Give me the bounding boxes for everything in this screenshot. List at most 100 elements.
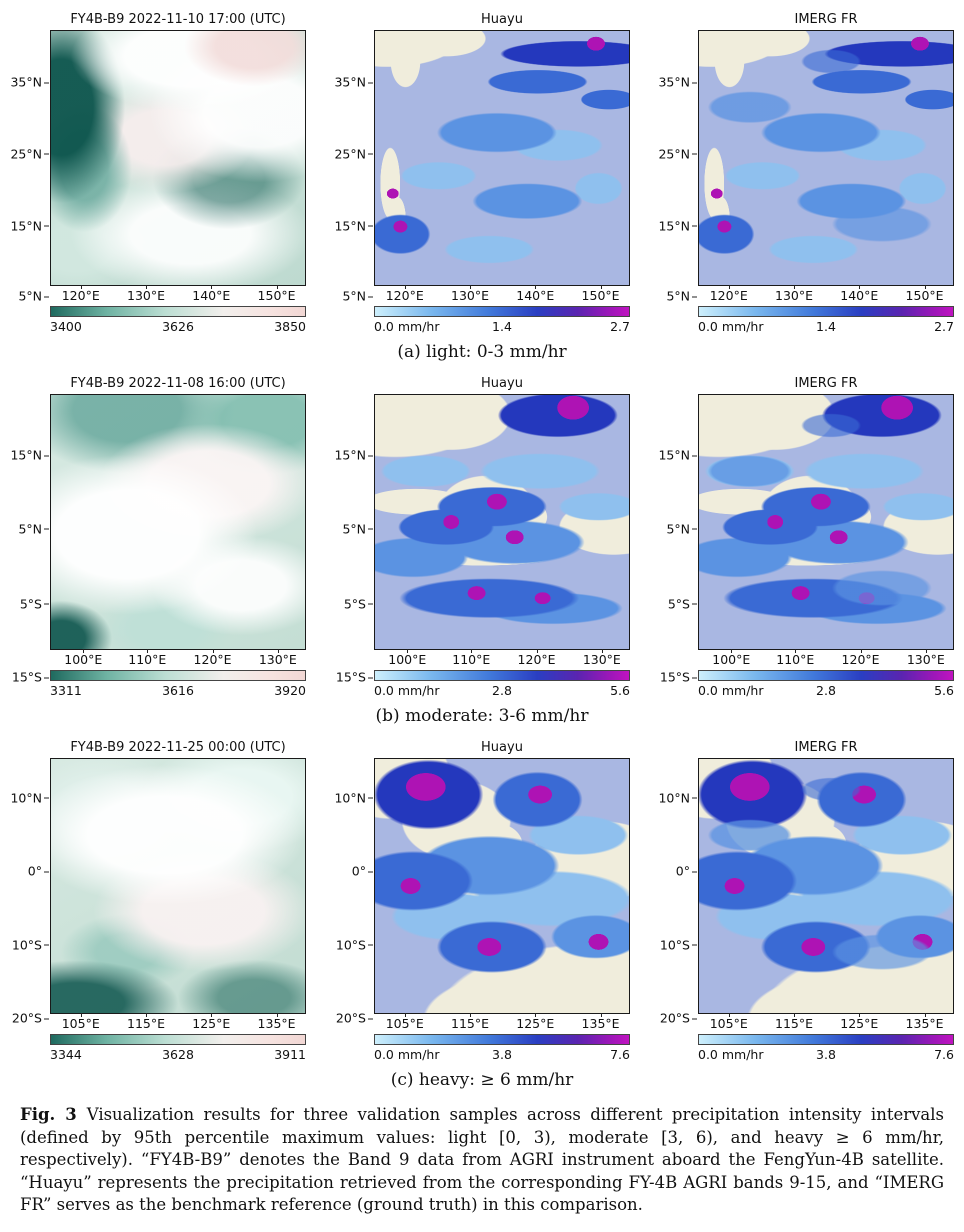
lat-tick: 15°N xyxy=(10,218,49,234)
lat-tick: 15°S xyxy=(659,669,698,685)
lat-axis: 10°N 0° 10°S 20°S xyxy=(334,758,374,1064)
panel-title: IMERG FR xyxy=(794,12,858,27)
panel-title: FY4B-B9 2022-11-25 00:00 (UTC) xyxy=(70,740,286,755)
colorbar-precip xyxy=(374,670,630,681)
panel-title: FY4B-B9 2022-11-08 16:00 (UTC) xyxy=(70,376,286,391)
lat-tick: 35°N xyxy=(658,74,697,90)
lat-tick: 5°N xyxy=(666,521,697,537)
lon-axis: 120°E 130°E 140°E 150°E xyxy=(374,285,630,303)
cbar-label: 3920 xyxy=(274,683,306,698)
cbar-label: 3400 xyxy=(50,319,82,334)
panel-b-imerg: IMERG FR 15°N 5°N 5°S 15°S 100°E 110°E 1… xyxy=(658,372,954,700)
lon-tick: 120°E xyxy=(517,649,556,667)
colorbar-labels: 0.0 mm/hr 2.8 5.6 xyxy=(698,683,954,700)
row-a-caption: (a) light: 0-3 mm/hr xyxy=(397,342,567,362)
lat-tick: 0° xyxy=(675,863,698,879)
figure-caption-label: Fig. 3 xyxy=(20,1105,77,1124)
lat-axis: 10°N 0° 10°S 20°S xyxy=(10,758,50,1064)
lat-axis: 35°N 25°N 15°N 5°N xyxy=(334,30,374,336)
lon-tick: 115°E xyxy=(774,1013,814,1031)
lon-axis: 100°E 110°E 120°E 130°E xyxy=(698,649,954,667)
lat-tick: 15°S xyxy=(11,669,50,685)
cbar-label: 3626 xyxy=(162,319,194,334)
colorbar-precip xyxy=(698,670,954,681)
lon-tick: 125°E xyxy=(192,1013,231,1031)
lon-tick: 135°E xyxy=(257,1013,296,1031)
lat-axis: 15°N 5°N 5°S 15°S xyxy=(658,394,698,700)
cbar-label: 1.4 xyxy=(492,319,512,334)
cbar-label: 7.6 xyxy=(610,1047,630,1062)
lat-axis: 10°N 0° 10°S 20°S xyxy=(658,758,698,1064)
colorbar-satellite xyxy=(50,670,306,681)
lat-tick: 10°N xyxy=(334,790,373,806)
lat-axis: 15°N 5°N 5°S 15°S xyxy=(334,394,374,700)
lat-tick: 15°N xyxy=(10,447,49,463)
panel-a-imerg: IMERG FR 35°N 25°N 15°N 5°N 120°E 130°E … xyxy=(658,8,954,336)
map-huayu-a xyxy=(374,30,630,286)
cbar-label: 3.8 xyxy=(492,1047,512,1062)
map-satellite-c xyxy=(50,758,306,1014)
lat-axis: 15°N 5°N 5°S 15°S xyxy=(10,394,50,700)
lon-tick: 100°E xyxy=(388,649,427,667)
lon-tick: 105°E xyxy=(385,1013,424,1031)
cbar-label: 1.4 xyxy=(816,319,836,334)
lon-tick: 120°E xyxy=(61,285,100,303)
lon-tick: 120°E xyxy=(841,649,880,667)
lat-axis: 35°N 25°N 15°N 5°N xyxy=(10,30,50,336)
lon-tick: 140°E xyxy=(840,285,879,303)
lon-tick: 110°E xyxy=(128,649,167,667)
lat-tick: 5°N xyxy=(342,521,373,537)
colorbar-labels: 0.0 mm/hr 1.4 2.7 xyxy=(698,319,954,336)
panel-title: Huayu xyxy=(481,12,523,27)
panel-b-huayu: Huayu 15°N 5°N 5°S 15°S 100°E 110°E 120°… xyxy=(334,372,630,700)
colorbar-precip xyxy=(374,306,630,317)
lat-tick: 20°S xyxy=(335,1010,374,1026)
lat-tick: 5°N xyxy=(666,288,697,304)
lat-tick: 25°N xyxy=(334,146,373,162)
panel-c-satellite: FY4B-B9 2022-11-25 00:00 (UTC) 10°N 0° 1… xyxy=(10,736,306,1064)
lat-tick: 35°N xyxy=(334,74,373,90)
colorbar-precip xyxy=(374,1034,630,1045)
lon-tick: 100°E xyxy=(64,649,103,667)
row-b: FY4B-B9 2022-11-08 16:00 (UTC) 15°N 5°N … xyxy=(8,372,956,700)
map-imerg-c xyxy=(698,758,954,1014)
lon-tick: 130°E xyxy=(258,649,297,667)
lon-axis: 105°E 115°E 125°E 135°E xyxy=(698,1013,954,1031)
cbar-label: 0.0 mm/hr xyxy=(374,1047,440,1062)
lat-tick: 5°N xyxy=(18,288,49,304)
cbar-label: 3616 xyxy=(162,683,194,698)
panel-c-imerg: IMERG FR 10°N 0° 10°S 20°S 105°E 115°E 1… xyxy=(658,736,954,1064)
cbar-label: 3850 xyxy=(274,319,306,334)
cbar-label: 0.0 mm/hr xyxy=(374,683,440,698)
colorbar-labels: 0.0 mm/hr 3.8 7.6 xyxy=(698,1047,954,1064)
lon-tick: 150°E xyxy=(905,285,944,303)
lon-tick: 115°E xyxy=(126,1013,166,1031)
panel-a-huayu: Huayu 35°N 25°N 15°N 5°N 120°E 130°E 140… xyxy=(334,8,630,336)
lat-tick: 5°N xyxy=(18,521,49,537)
lon-tick: 105°E xyxy=(61,1013,100,1031)
map-satellite-a xyxy=(50,30,306,286)
lat-tick: 35°N xyxy=(10,74,49,90)
lon-axis: 100°E 110°E 120°E 130°E xyxy=(50,649,306,667)
map-huayu-b xyxy=(374,394,630,650)
panel-title: Huayu xyxy=(481,376,523,391)
lon-tick: 140°E xyxy=(516,285,555,303)
lon-tick: 105°E xyxy=(709,1013,748,1031)
lon-tick: 115°E xyxy=(450,1013,490,1031)
row-b-caption: (b) moderate: 3-6 mm/hr xyxy=(375,706,589,726)
lat-tick: 5°N xyxy=(342,288,373,304)
lat-tick: 10°N xyxy=(10,790,49,806)
lat-tick: 20°S xyxy=(11,1010,50,1026)
lon-tick: 150°E xyxy=(581,285,620,303)
cbar-label: 2.8 xyxy=(816,683,836,698)
lon-axis: 120°E 130°E 140°E 150°E xyxy=(698,285,954,303)
colorbar-labels: 3400 3626 3850 xyxy=(50,319,306,336)
lat-tick: 0° xyxy=(351,863,374,879)
lat-tick: 15°N xyxy=(334,447,373,463)
map-huayu-c xyxy=(374,758,630,1014)
lon-tick: 130°E xyxy=(906,649,945,667)
lon-tick: 125°E xyxy=(840,1013,879,1031)
cbar-label: 3344 xyxy=(50,1047,82,1062)
lon-tick: 130°E xyxy=(450,285,490,303)
